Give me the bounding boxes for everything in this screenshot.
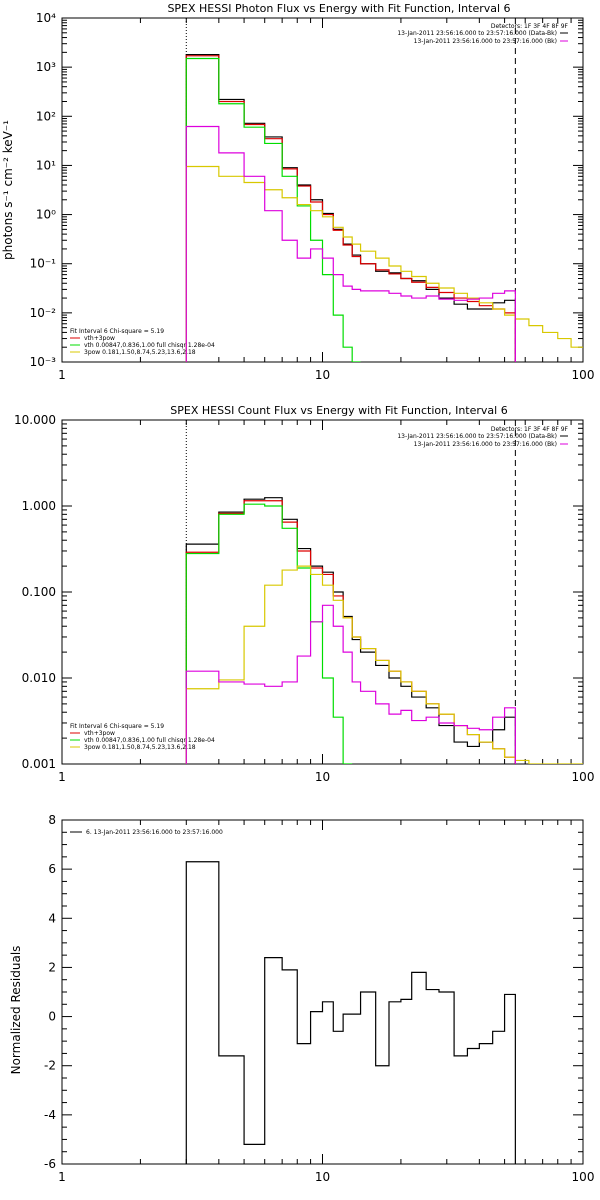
photon-fit-header: Fit Interval 6 Chi-square = 5.19 [70, 328, 164, 335]
count-fit-header: Fit Interval 6 Chi-square = 5.19 [70, 723, 164, 730]
y-tick-label: 10² [36, 109, 56, 123]
series-line-4 [185, 604, 516, 764]
x-tick-label: 100 [572, 1170, 595, 1184]
series-line-1 [185, 55, 516, 362]
series-line-4 [185, 125, 516, 362]
photon-fit-entry-2: vth 0.00847,0.836,1.00 full chisqr 1.28e… [84, 342, 215, 349]
y-tick-label: 10⁴ [36, 11, 56, 25]
y-tick-label: 10⁻³ [30, 355, 57, 369]
series-line-2 [185, 503, 353, 764]
photon-flux-ylabel: photons s⁻¹ cm⁻² keV⁻¹ [1, 120, 15, 260]
y-tick-label: 1.000 [22, 499, 56, 513]
residuals-ylabel: Normalized Residuals [9, 946, 23, 1075]
residuals-panel: Normalized Residuals 6. 13-Jan-2011 23:5… [9, 813, 594, 1184]
series-line-1 [185, 500, 516, 764]
y-tick-label: 10¹ [36, 158, 56, 172]
y-tick-label: 0 [48, 1010, 56, 1024]
count-flux-title: SPEX HESSI Count Flux vs Energy with Fit… [170, 404, 507, 417]
series-line-2 [185, 57, 361, 362]
y-tick-label: 2 [48, 960, 56, 974]
photon-flux-title: SPEX HESSI Photon Flux vs Energy with Fi… [167, 2, 510, 15]
series-group [185, 861, 516, 1164]
count-legend-header: Detectors: 1F 3F 4F 8F 9F [491, 426, 569, 433]
x-tick-label: 10 [315, 1170, 330, 1184]
count-flux-panel: SPEX HESSI Count Flux vs Energy with Fit… [14, 404, 594, 784]
photon-legend-data-label: 13-Jan-2011 23:56:16.000 to 23:57:16.000… [397, 30, 557, 37]
x-tick-label: 10 [315, 368, 330, 382]
y-tick-label: -4 [44, 1108, 56, 1122]
y-tick-label: -6 [44, 1157, 56, 1171]
count-legend-data-label: 13-Jan-2011 23:56:16.000 to 23:57:16.000… [397, 433, 557, 440]
photon-legend-header: Detectors: 1F 3F 4F 8F 9F [491, 23, 569, 30]
series-line-3 [185, 165, 583, 362]
y-tick-label: 10⁻² [30, 306, 57, 320]
series-line-0 [185, 861, 516, 1164]
count-legend-bk-label: 13-Jan-2011 23:56:16.000 to 23:57:16.000… [414, 441, 557, 448]
photon-legend-bk-label: 13-Jan-2011 23:56:16.000 to 23:57:16.000… [414, 38, 557, 45]
y-tick-label: 10³ [36, 60, 56, 74]
y-tick-label: 4 [48, 911, 56, 925]
count-fit-entry-3: 3pow 0.181,1.50,8.74,5.23,13.6,2.18 [84, 744, 196, 751]
plot-frame [61, 819, 584, 1165]
y-tick-label: -2 [44, 1059, 56, 1073]
count-fit-entry-2: vth 0.00847,0.836,1.00 full chisqr 1.28e… [84, 737, 215, 744]
series-group [185, 53, 583, 362]
y-tick-label: 0.001 [22, 757, 56, 771]
count-fit-entry-1: vth+3pow [84, 730, 115, 737]
y-tick-label: 10⁰ [36, 208, 56, 222]
series-line-3 [185, 565, 583, 764]
y-tick-label: 10.000 [14, 413, 56, 427]
y-tick-label: 10⁻¹ [30, 257, 57, 271]
y-tick-label: 0.010 [22, 671, 56, 685]
photon-fit-entry-1: vth+3pow [84, 335, 115, 342]
x-tick-label: 10 [315, 770, 330, 784]
series-group [185, 497, 583, 764]
series-line-0 [185, 497, 516, 764]
y-tick-label: 0.100 [22, 585, 56, 599]
x-tick-label: 1 [58, 1170, 66, 1184]
y-tick-label: 6 [48, 862, 56, 876]
x-tick-label: 100 [572, 770, 595, 784]
y-tick-label: 8 [48, 813, 56, 827]
x-tick-label: 1 [58, 770, 66, 784]
series-line-0 [185, 53, 516, 362]
photon-flux-panel: SPEX HESSI Photon Flux vs Energy with Fi… [1, 2, 594, 382]
residuals-legend-entry: 6. 13-Jan-2011 23:56:16.000 to 23:57:16.… [86, 829, 223, 836]
photon-fit-entry-3: 3pow 0.181,1.50,8.74,5.23,13.6,2.18 [84, 349, 196, 356]
x-tick-label: 1 [58, 368, 66, 382]
x-tick-label: 100 [572, 368, 595, 382]
